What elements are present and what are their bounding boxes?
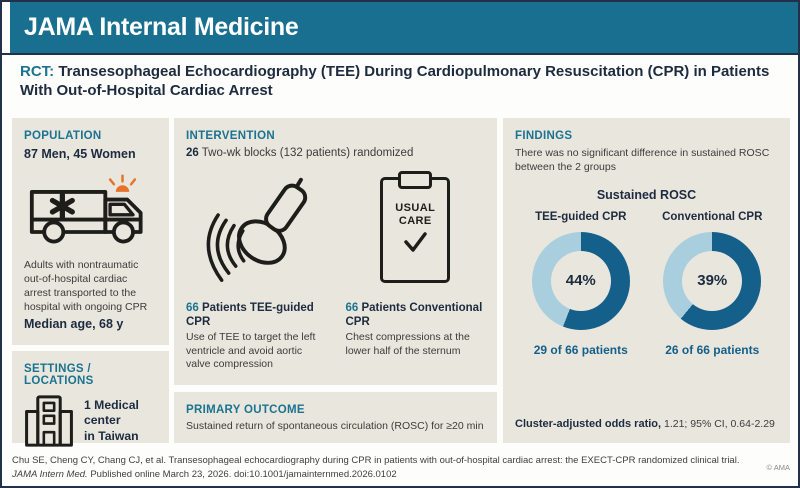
ambulance-icon <box>29 174 143 244</box>
tee-arm-n: 66 <box>186 302 199 314</box>
settings-panel: SETTINGS / LOCATIONS 1 Medical center in… <box>12 351 169 447</box>
conventional-donut-group: Conventional CPR 39% 26 of 66 patients <box>647 211 779 357</box>
findings-summary: There was no significant difference in s… <box>515 147 770 173</box>
header-divider <box>2 53 798 55</box>
tee-donut-group: TEE-guided CPR 44% 29 of 66 patients <box>515 211 647 357</box>
hospital-building-icon <box>25 395 73 447</box>
siren-light <box>115 185 129 192</box>
odds-ratio-value: 1.21; 95% CI, 0.64-2.29 <box>661 418 775 430</box>
clipboard-clip <box>398 171 433 189</box>
conventional-arm-title: 66 Patients Conventional CPR <box>346 301 486 330</box>
settings-location-text: 1 Medical center in Taiwan <box>84 398 139 443</box>
usual-care-clipboard-icon: USUAL CARE <box>380 171 451 283</box>
tee-donut-value: 44% <box>550 250 611 311</box>
conventional-arm: USUAL CARE 66 Patients Conventional CPR … <box>346 169 486 372</box>
randomization-text: Two-wk blocks (132 patients) randomized <box>198 147 414 159</box>
citation-line2: Published online March 23, 2026. doi:10.… <box>87 468 397 480</box>
study-title: RCT: Transesophageal Echocardiography (T… <box>20 62 772 100</box>
conventional-donut-caption: 26 of 66 patients <box>665 342 760 357</box>
journal-title: JAMA Internal Medicine <box>24 13 299 41</box>
settings-heading: SETTINGS / LOCATIONS <box>24 363 94 387</box>
findings-heading: FINDINGS <box>515 130 573 142</box>
conventional-arm-n: 66 <box>345 302 359 314</box>
findings-panel: FINDINGS There was no significant differ… <box>503 118 790 443</box>
randomization-n: 26 <box>186 147 199 159</box>
primary-outcome-panel: PRIMARY OUTCOME Sustained return of spon… <box>174 392 497 443</box>
primary-outcome-text: Sustained return of spontaneous circulat… <box>186 420 484 432</box>
study-title-text: Transesophageal Echocardiography (TEE) D… <box>20 63 770 100</box>
chart-title: Sustained ROSC <box>596 187 697 202</box>
population-panel: POPULATION 87 Men, 45 Women <box>12 118 169 345</box>
study-type-tag: RCT: <box>20 63 55 80</box>
journal-header-band: JAMA Internal Medicine <box>10 2 798 53</box>
usual-care-label: USUAL CARE <box>395 202 436 228</box>
tee-donut-chart: 44% <box>531 231 630 330</box>
citation-line1: Chu SE, Cheng CY, Chang CJ, et al. Trans… <box>12 454 740 466</box>
intervention-heading: INTERVENTION <box>186 130 276 142</box>
conventional-arm-label: Patients Conventional CPR <box>345 302 483 329</box>
footer: Chu SE, Cheng CY, Chang CJ, et al. Trans… <box>12 454 790 483</box>
tee-arm-description: Use of TEE to target the left ventricle … <box>186 330 316 371</box>
conventional-donut-chart: 39% <box>663 231 762 330</box>
citation-journal: JAMA Intern Med. <box>12 468 88 480</box>
ultrasound-probe-icon <box>206 177 307 282</box>
citation: Chu SE, Cheng CY, Chang CJ, et al. Trans… <box>12 454 739 483</box>
tee-arm-label: Patients TEE-guided CPR <box>186 302 314 329</box>
population-description: Adults with nontraumatic out-of-hospital… <box>24 259 148 313</box>
tee-arm: 66 Patients TEE-guided CPR Use of TEE to… <box>186 169 326 372</box>
randomization-line: 26 Two-wk blocks (132 patients) randomiz… <box>186 147 485 159</box>
conventional-arm-description: Chest compressions at the lower half of … <box>345 330 470 357</box>
population-heading: POPULATION <box>24 130 102 142</box>
intervention-panel: INTERVENTION 26 Two-wk blocks (132 patie… <box>174 118 497 385</box>
population-median-age: Median age, 68 y <box>24 317 124 332</box>
odds-ratio-label: Cluster-adjusted odds ratio, <box>515 418 662 430</box>
copyright-ama: © AMA <box>766 463 790 473</box>
tee-donut-caption: 29 of 66 patients <box>533 342 628 357</box>
conventional-donut-value: 39% <box>682 250 743 311</box>
tee-donut-label: TEE-guided CPR <box>535 210 627 223</box>
tee-arm-title: 66 Patients TEE-guided CPR <box>186 301 326 330</box>
checkmark-icon <box>404 232 427 253</box>
conventional-donut-label: Conventional CPR <box>662 210 763 223</box>
population-demographics: 87 Men, 45 Women <box>24 147 136 161</box>
odds-ratio-line: Cluster-adjusted odds ratio, 1.21; 95% C… <box>515 418 775 430</box>
primary-outcome-heading: PRIMARY OUTCOME <box>186 404 305 416</box>
